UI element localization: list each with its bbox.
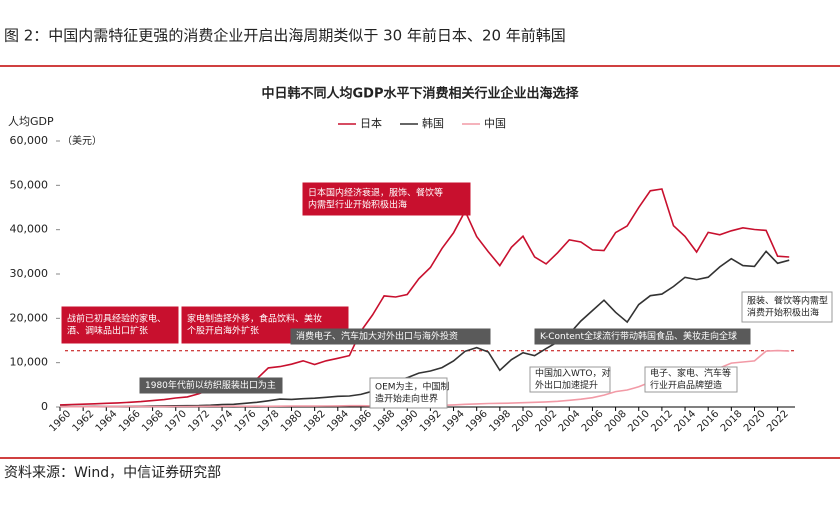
annotation-box [529,366,611,393]
x-tick-label: 1960 [47,408,73,434]
annotation-box [644,366,738,393]
page-title: 图 2：中国内需特征更强的消费企业开启出海周期类似于 30 年前日本、20 年前… [4,27,566,45]
x-tick-label: 1992 [418,408,444,434]
y-tick-label: 50,000 [10,178,49,191]
x-tick-label: 1972 [186,408,212,434]
legend-label: 韩国 [422,116,444,130]
x-tick-label: 1964 [94,408,120,434]
annotation-text: 日本国内经济衰退，服饰、餐饮等 [308,187,443,199]
chart-title: 中日韩不同人均GDP水平下消费相关行业企业出海选择 [262,86,580,102]
annotation-box [741,291,833,323]
annotation-text: 家电制造择外移，食品饮料、美妆 [187,313,322,325]
y-tick-label: 10,000 [10,356,49,369]
x-tick-label: 2022 [765,408,791,434]
y-tick-label: 0 [41,400,48,413]
x-tick-label: 1998 [487,408,513,434]
y-tick-label: 40,000 [10,223,49,236]
x-tick-label: 2004 [557,408,583,434]
x-tick-label: 1976 [233,408,259,434]
annotation-text: 行业开启品牌塑造 [650,379,722,391]
x-tick-label: 1974 [210,408,236,434]
annotation-text: K-Content全球流行带动韩国食品、美妆走向全球 [540,330,737,342]
x-tick-label: 2014 [673,408,699,434]
annotation-box [302,182,471,216]
x-tick-label: 2018 [719,408,745,434]
x-tick-label: 1968 [140,408,166,434]
annotation-text: 内需型行业开始积极出海 [308,199,407,211]
series-line [59,188,790,406]
annotation-box [369,377,448,409]
annotation-text: 造开始走向世界 [375,393,438,405]
annotation-text: 电子、家电、汽车等 [650,367,731,379]
y-tick-label: 60,000 [10,134,49,147]
x-tick-label: 1970 [163,408,189,434]
y-tick-label: 30,000 [10,267,49,280]
annotation-text: 中国加入WTO，对 [535,367,610,379]
annotation-text: 消费开始积极出海 [747,307,819,319]
annotation-text: 战前已初具经验的家电、 [67,313,166,325]
annotation-text: 1980年代前以纺织服装出口为主 [145,379,276,391]
annotation-text: 外出口加速提升 [535,379,598,391]
annotation-text: OEM为主，中国制 [375,381,450,393]
x-tick-label: 1980 [279,408,305,434]
x-tick-label: 2016 [696,408,722,434]
x-tick-label: 2000 [510,408,536,434]
annotation-text: 酒、调味品出口扩张 [67,325,148,337]
x-tick-label: 1962 [71,408,97,434]
x-tick-label: 2002 [534,408,560,434]
x-tick-label: 2012 [649,408,675,434]
y-unit: （美元） [62,134,102,147]
x-tick-label: 2008 [603,408,629,434]
annotation-box [290,328,491,345]
annotation-text: 个股开启海外扩张 [187,325,259,337]
annotation-box [61,306,179,344]
x-tick-label: 1978 [256,408,282,434]
y-tick-label: 20,000 [10,311,49,324]
x-tick-label: 2020 [742,408,768,434]
x-tick-label: 1994 [441,408,467,434]
y-axis-label: 人均GDP [8,115,54,128]
x-tick-label: 1966 [117,408,143,434]
annotation-box [534,328,751,345]
x-tick-label: 1996 [464,408,490,434]
x-tick-label: 1988 [372,408,398,434]
x-tick-label: 1990 [395,408,421,434]
annotation-box [139,377,283,394]
x-tick-label: 1982 [302,408,328,434]
annotation-text: 消费电子、汽车加大对外出口与海外投资 [296,330,458,342]
x-tick-label: 1984 [325,408,351,434]
x-tick-label: 1986 [348,408,374,434]
source: 资料来源：Wind，中信证券研究部 [4,465,221,481]
annotation-text: 服装、餐饮等内需型 [747,295,828,307]
legend-label: 中国 [484,117,506,130]
legend-label: 日本 [360,116,382,130]
x-tick-label: 2006 [580,408,606,434]
x-tick-label: 2010 [626,408,652,434]
